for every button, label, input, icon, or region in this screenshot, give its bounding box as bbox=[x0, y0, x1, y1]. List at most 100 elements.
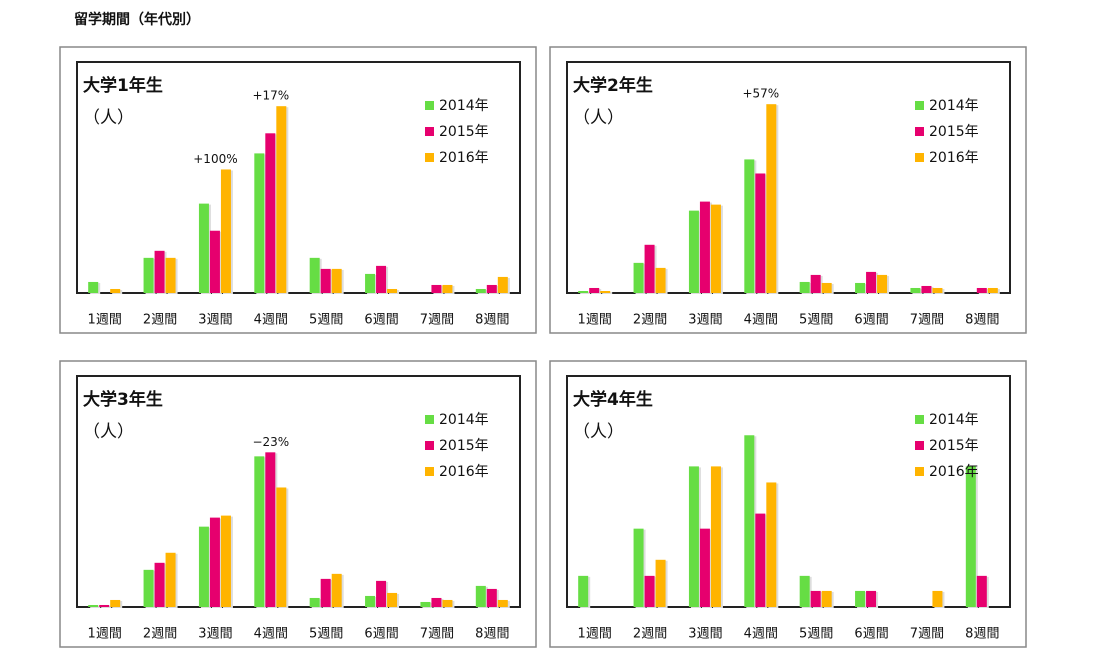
y-axis-label: （人） bbox=[83, 108, 134, 128]
bar bbox=[99, 604, 110, 607]
bar bbox=[910, 287, 921, 293]
bar bbox=[365, 595, 376, 607]
bar bbox=[744, 159, 755, 293]
bar bbox=[154, 562, 165, 607]
panel-frame bbox=[59, 360, 537, 648]
bar bbox=[265, 133, 276, 293]
bar bbox=[987, 287, 998, 293]
bar bbox=[475, 288, 486, 293]
bar bbox=[877, 274, 888, 293]
x-tick-label: 5週間 bbox=[799, 313, 833, 328]
bar bbox=[655, 559, 666, 607]
x-tick-label: 1週間 bbox=[578, 313, 612, 328]
x-tick-label: 8週間 bbox=[475, 313, 509, 328]
bar bbox=[755, 513, 766, 607]
bar bbox=[710, 204, 721, 293]
bar bbox=[578, 290, 589, 293]
chart-title: 大学4年生 bbox=[573, 389, 653, 410]
bar bbox=[442, 284, 453, 293]
bar bbox=[88, 604, 99, 607]
legend-swatch bbox=[425, 467, 434, 476]
bar bbox=[309, 257, 320, 293]
x-tick-label: 2週間 bbox=[633, 627, 667, 642]
bar bbox=[486, 588, 497, 607]
legend-label: 2014年 bbox=[439, 412, 489, 428]
bar bbox=[932, 590, 943, 607]
x-tick-label: 1週間 bbox=[578, 627, 612, 642]
legend-label: 2014年 bbox=[929, 412, 979, 428]
legend-label: 2016年 bbox=[439, 464, 489, 480]
legend-label: 2015年 bbox=[439, 124, 489, 140]
plot-frame bbox=[76, 61, 521, 294]
legend-label: 2015年 bbox=[929, 438, 979, 454]
panel-frame bbox=[549, 46, 1027, 334]
bar bbox=[220, 169, 231, 293]
plot-frame bbox=[76, 375, 521, 608]
x-tick-label: 7週間 bbox=[910, 313, 944, 328]
bar bbox=[276, 106, 287, 293]
bar bbox=[143, 569, 154, 607]
bar bbox=[633, 528, 644, 607]
x-tick-label: 2週間 bbox=[633, 313, 667, 328]
y-axis-label: （人） bbox=[573, 108, 624, 128]
x-tick-label: 3週間 bbox=[688, 313, 722, 328]
legend-label: 2014年 bbox=[439, 98, 489, 114]
x-tick-label: 8週間 bbox=[475, 627, 509, 642]
bar bbox=[810, 590, 821, 607]
legend-swatch bbox=[915, 441, 924, 450]
panel-frame bbox=[59, 46, 537, 334]
annotation: +17% bbox=[252, 89, 289, 103]
x-tick-label: 2週間 bbox=[143, 313, 177, 328]
bar bbox=[165, 257, 176, 293]
x-tick-label: 5週間 bbox=[309, 627, 343, 642]
bar bbox=[331, 573, 342, 607]
bar bbox=[420, 601, 431, 607]
legend-swatch bbox=[425, 441, 434, 450]
legend-swatch bbox=[915, 101, 924, 110]
bar bbox=[810, 274, 821, 293]
legend-label: 2015年 bbox=[439, 438, 489, 454]
bar bbox=[644, 575, 655, 607]
x-tick-label: 8週間 bbox=[965, 313, 999, 328]
bar bbox=[965, 466, 976, 607]
bar bbox=[699, 201, 710, 293]
x-tick-label: 6週間 bbox=[854, 627, 888, 642]
bar bbox=[154, 250, 165, 293]
x-tick-label: 6週間 bbox=[364, 627, 398, 642]
bar bbox=[309, 597, 320, 607]
bar bbox=[442, 599, 453, 607]
annotation: +57% bbox=[742, 87, 779, 101]
bar bbox=[855, 282, 866, 293]
bar bbox=[497, 599, 508, 607]
bar bbox=[589, 287, 600, 293]
legend-swatch bbox=[425, 415, 434, 424]
bar bbox=[866, 271, 877, 293]
x-tick-label: 7週間 bbox=[420, 313, 454, 328]
chart-title: 大学1年生 bbox=[83, 75, 163, 96]
legend-swatch bbox=[425, 101, 434, 110]
x-tick-label: 2週間 bbox=[143, 627, 177, 642]
bar bbox=[821, 282, 832, 293]
x-tick-label: 3週間 bbox=[198, 313, 232, 328]
x-tick-label: 7週間 bbox=[910, 627, 944, 642]
bar bbox=[497, 276, 508, 293]
bar bbox=[932, 287, 943, 293]
chart-title: 大学3年生 bbox=[83, 389, 163, 410]
bar bbox=[320, 578, 331, 607]
legend-swatch bbox=[915, 467, 924, 476]
bar bbox=[376, 580, 387, 607]
legend-label: 2014年 bbox=[929, 98, 979, 114]
legend-swatch bbox=[915, 153, 924, 162]
bar bbox=[755, 173, 766, 293]
y-axis-label: （人） bbox=[83, 422, 134, 442]
chart-title: 大学2年生 bbox=[573, 75, 653, 96]
x-tick-label: 4週間 bbox=[254, 627, 288, 642]
bar bbox=[88, 281, 99, 293]
bar bbox=[376, 265, 387, 293]
bar bbox=[110, 288, 121, 293]
annotation: −23% bbox=[252, 435, 289, 449]
legend-swatch bbox=[425, 153, 434, 162]
x-tick-label: 3週間 bbox=[198, 627, 232, 642]
bar bbox=[744, 435, 755, 607]
bar bbox=[688, 466, 699, 607]
